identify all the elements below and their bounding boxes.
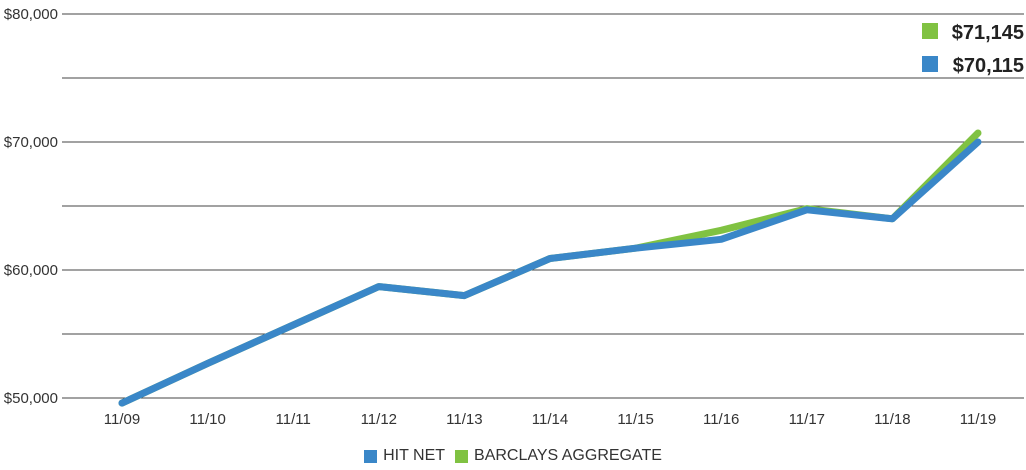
x-tick-label: 11/18 — [874, 411, 910, 428]
y-tick-label: $50,000 — [4, 390, 58, 407]
end-label-blue: $70,115 — [922, 55, 1024, 77]
series-line-barclays — [118, 129, 982, 407]
legend-item-barclays: BARCLAYS AGGREGATE — [455, 447, 662, 465]
legend: HIT NET BARCLAYS AGGREGATE — [0, 447, 1026, 465]
x-tick-label: 11/12 — [361, 411, 397, 428]
end-label-hitnet: $70,115 — [953, 55, 1024, 77]
x-tick-label: 11/15 — [617, 411, 653, 428]
y-tick-label: $60,000 — [4, 262, 58, 279]
x-tick-label: 11/09 — [104, 411, 140, 428]
legend-label-barclays: BARCLAYS AGGREGATE — [474, 447, 662, 464]
end-label-swatch-hitnet — [922, 56, 938, 72]
legend-swatch-barclays — [455, 449, 469, 463]
x-tick-label: 11/19 — [960, 411, 996, 428]
x-tick-label: 11/10 — [189, 411, 225, 428]
y-tick-label: $70,000 — [4, 134, 58, 151]
x-axis-tick-labels: 11/09 11/10 11/11 11/12 11/13 11/14 11/15 11/16… — [104, 411, 996, 428]
x-tick-label: 11/14 — [532, 411, 568, 428]
y-tick-label: $80,000 — [4, 6, 58, 23]
legend-swatch-hitnet — [364, 449, 378, 463]
x-tick-label: 11/11 — [276, 411, 311, 428]
series-lines — [118, 129, 982, 407]
grid-lines — [62, 13, 1024, 399]
legend-item-hitnet: HIT NET — [364, 447, 445, 465]
x-tick-label: 11/16 — [703, 411, 739, 428]
end-label-green: $71,145 — [922, 22, 1024, 44]
legend-label-hitnet: HIT NET — [383, 447, 446, 464]
x-tick-label: 11/17 — [789, 411, 825, 428]
series-line-hitnet — [118, 138, 982, 407]
end-label-swatch-barclays — [922, 23, 938, 39]
end-label-barclays: $71,145 — [952, 22, 1024, 44]
x-tick-label: 11/13 — [446, 411, 482, 428]
y-axis-tick-labels: $50,000 $60,000 $70,000 $80,000 — [4, 6, 58, 407]
